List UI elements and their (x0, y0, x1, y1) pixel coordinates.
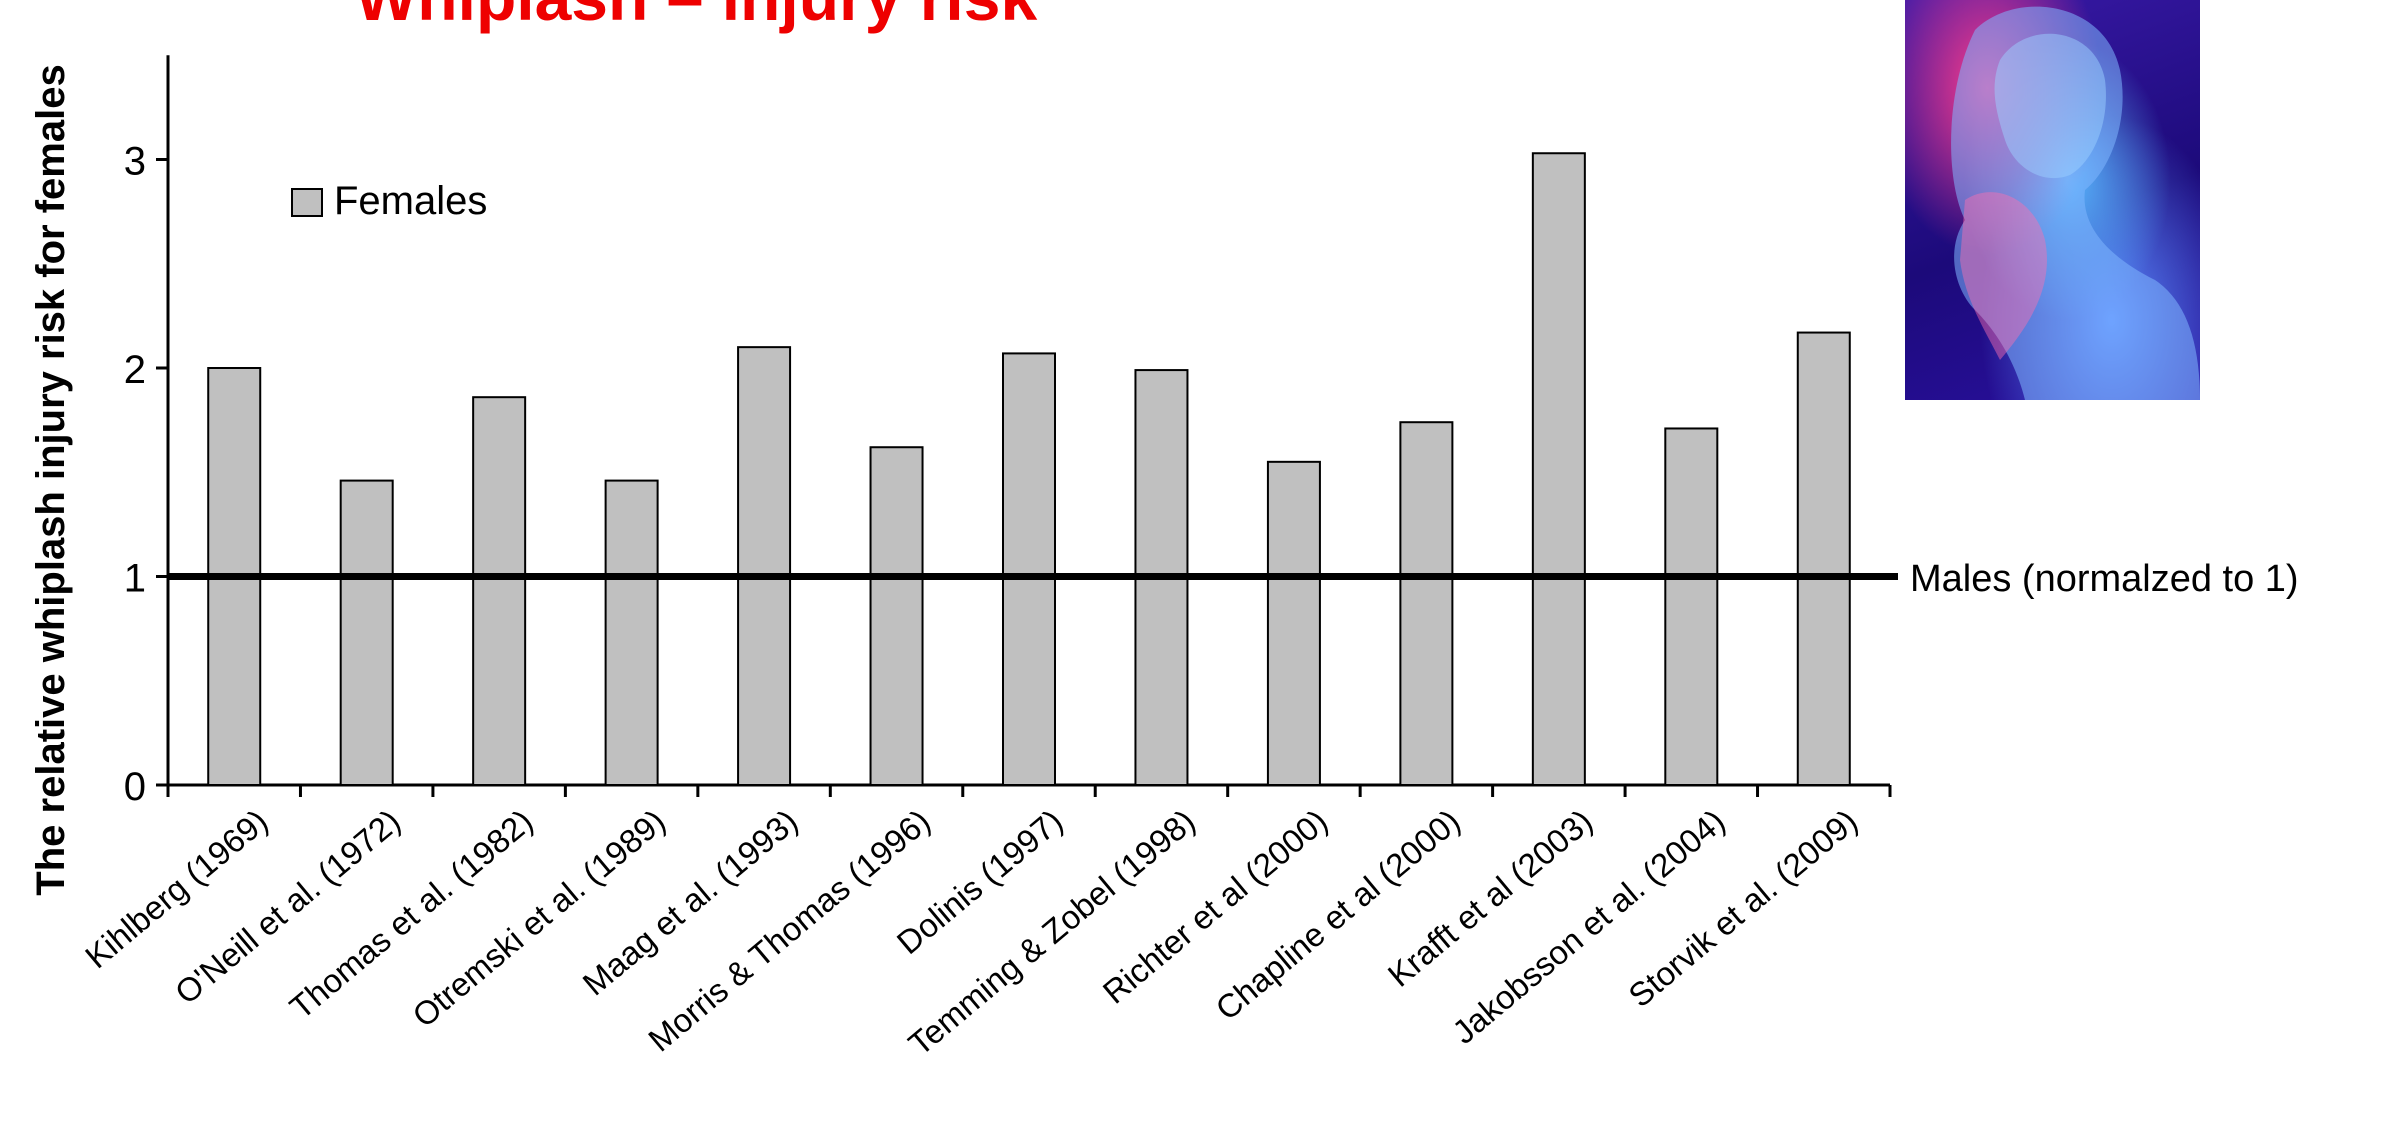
bar (1796, 331, 1851, 786)
bar (1399, 421, 1454, 786)
x-tick-label: Otremski et al. (1989) (405, 802, 672, 1034)
bar (737, 346, 792, 786)
bar (1664, 427, 1719, 786)
legend-swatch-females (291, 188, 323, 217)
y-tick-label: 1 (124, 557, 146, 601)
y-tick-label: 0 (124, 765, 146, 809)
bar (472, 396, 527, 786)
y-tick-label: 2 (124, 348, 146, 392)
x-tick-label: Thomas et al. (1982) (283, 802, 540, 1026)
x-tick-label: Storvik et al. (2009) (1621, 802, 1864, 1014)
bar (604, 479, 659, 786)
portrait-silhouette (1951, 6, 2200, 400)
x-tick-label: Maag et al. (1993) (576, 802, 805, 1003)
legend-label-females: Females (334, 179, 487, 223)
reference-line-label: Males (normalzed to 1) (1910, 558, 2299, 600)
x-tick-label: Chapline et al (2000) (1208, 802, 1466, 1027)
bar (1002, 352, 1056, 786)
chart-title: Whiplash – injury risk (355, 0, 1037, 30)
y-tick-label: 3 (124, 140, 146, 184)
legend: Females (291, 179, 487, 223)
bar (1531, 152, 1586, 786)
x-tick-label: O'Neill et al. (1972) (168, 802, 407, 1011)
bar (869, 446, 924, 786)
woman-neck-photo (1905, 0, 2200, 400)
y-axis-label: The relative whiplash injury risk for fe… (29, 64, 73, 895)
bar (1266, 460, 1321, 786)
bar (339, 479, 394, 786)
x-tick-label: Richter et al (2000) (1096, 802, 1335, 1011)
